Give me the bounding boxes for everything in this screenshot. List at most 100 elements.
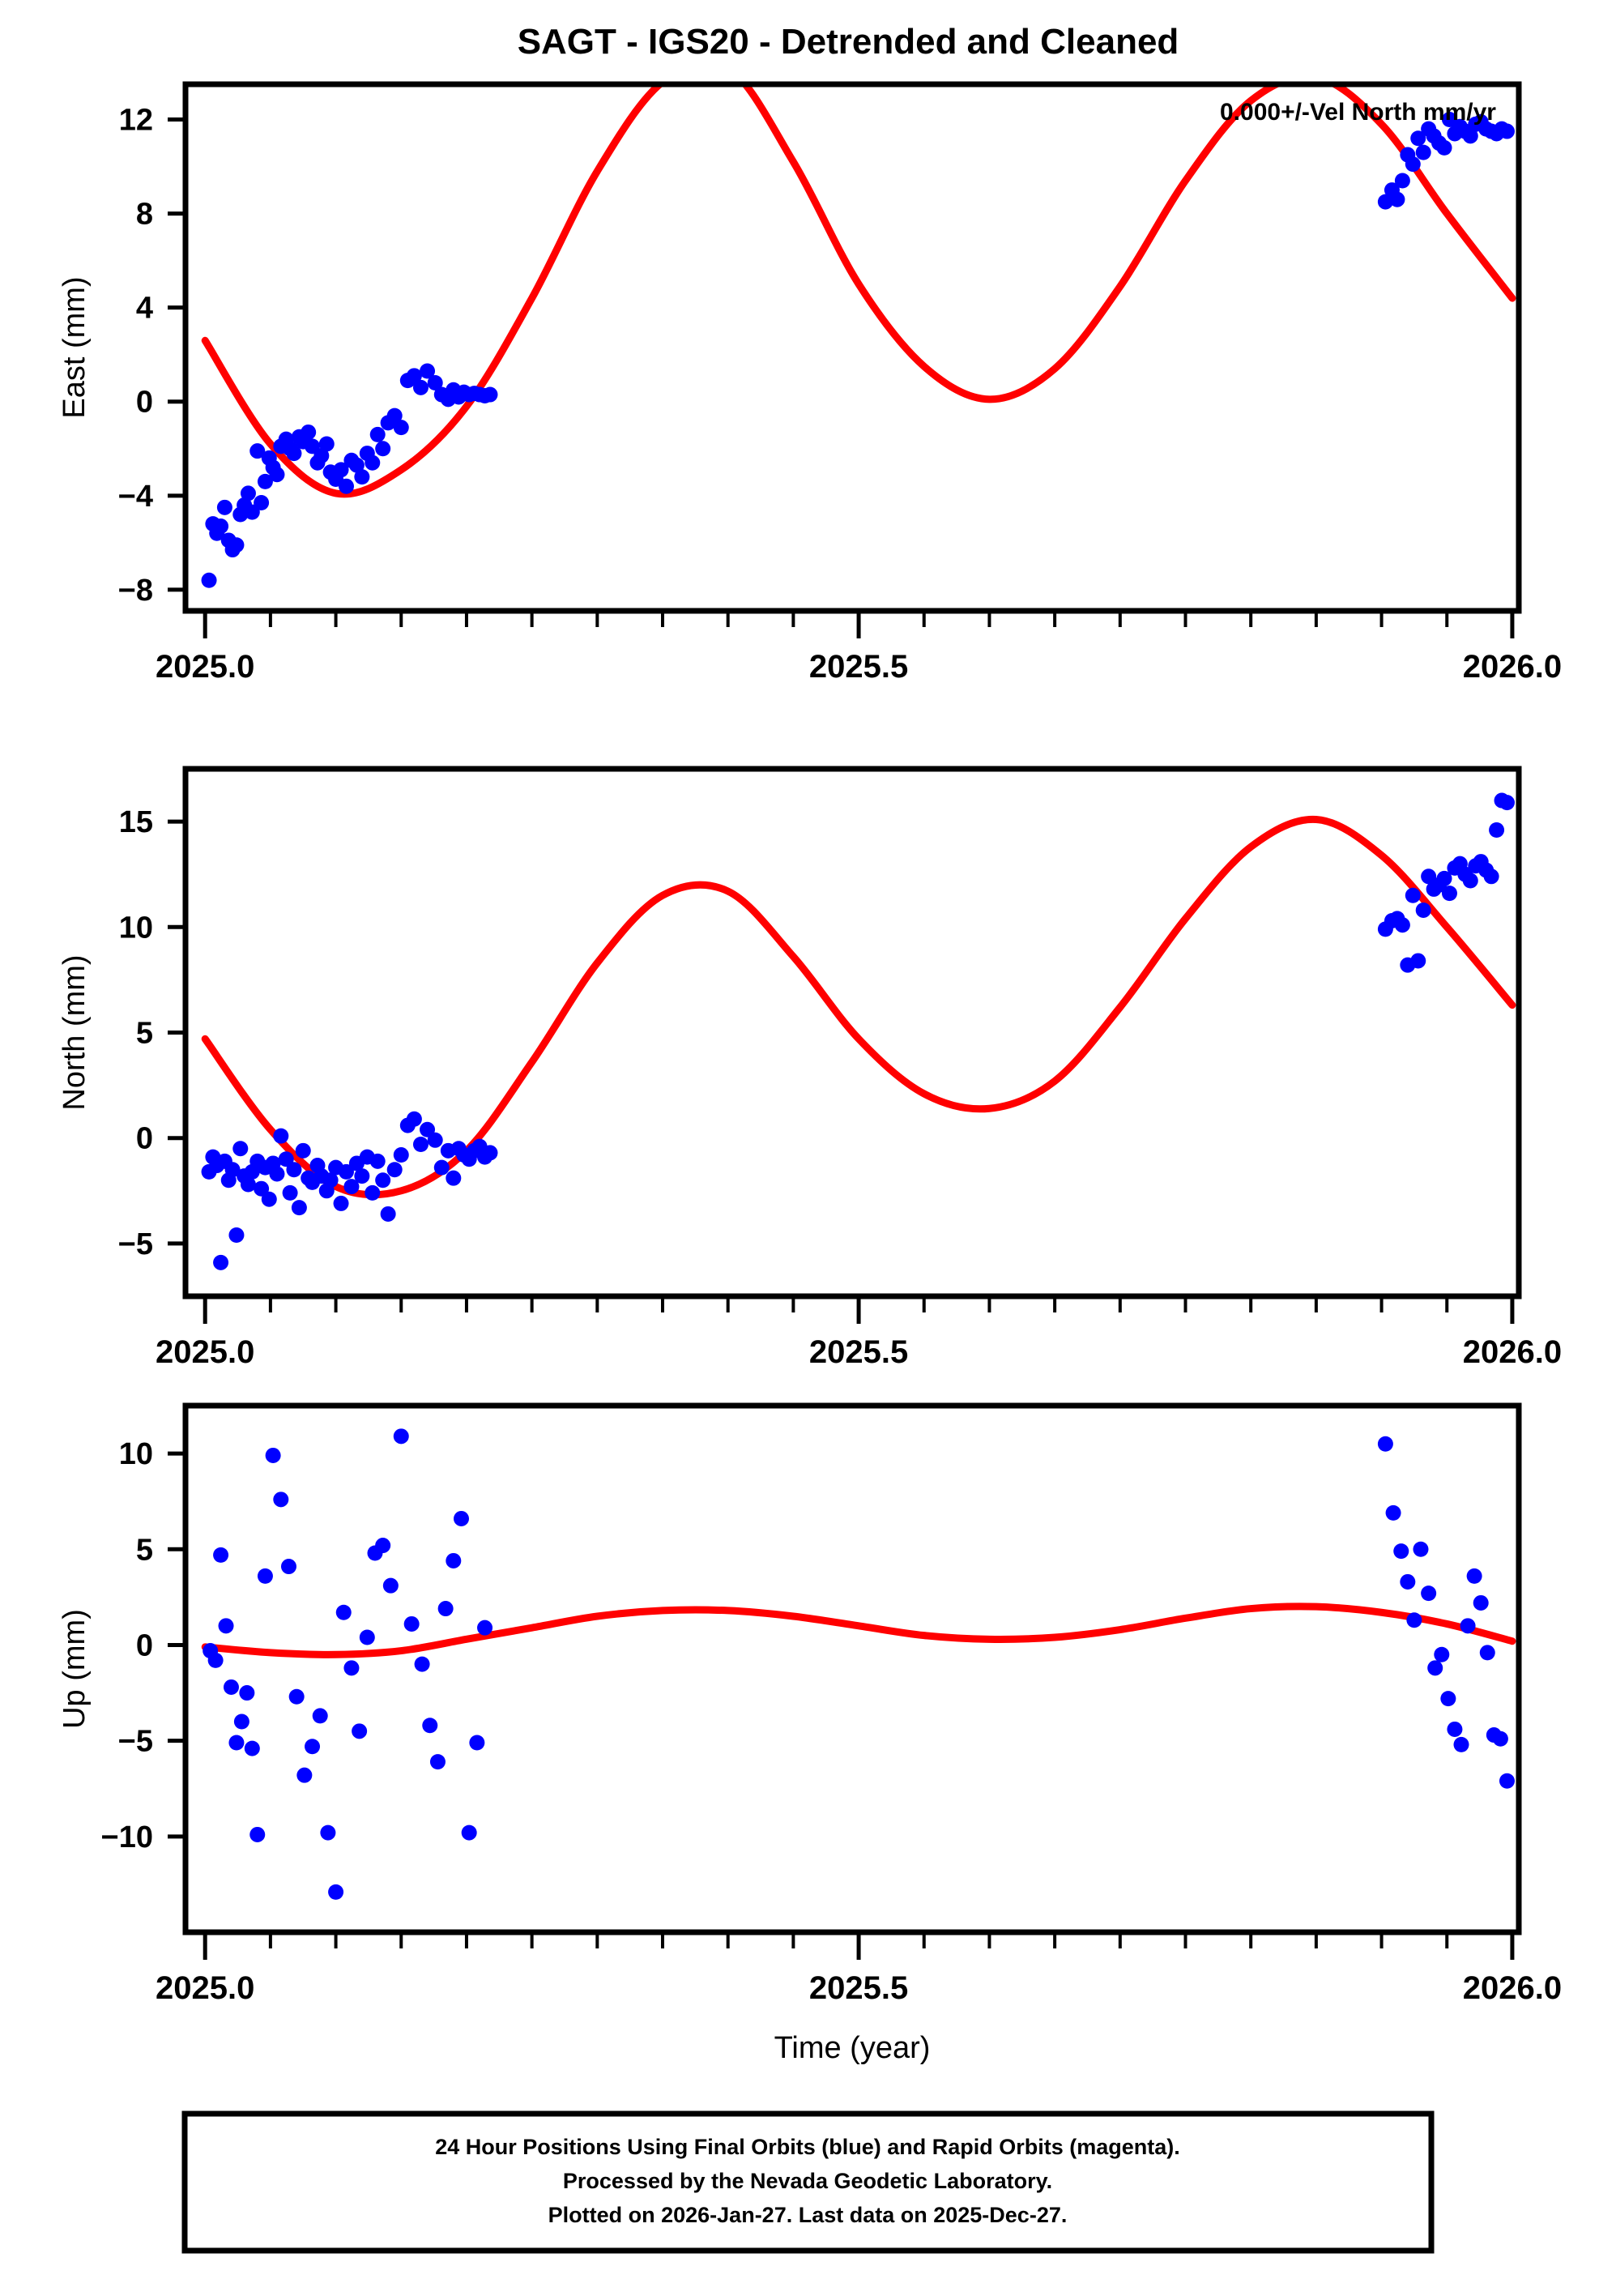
caption-line-dates: Plotted on 2026-Jan-27. Last data on 202…	[548, 2203, 1068, 2227]
data-point	[393, 420, 409, 436]
data-point	[352, 1723, 368, 1739]
data-point	[422, 1718, 438, 1734]
y-axis-label-up: Up (mm)	[58, 1609, 92, 1729]
data-point	[296, 1767, 313, 1783]
data-point	[375, 441, 391, 457]
data-point	[322, 1172, 339, 1189]
x-tick-label: 2026.0	[1463, 649, 1562, 685]
data-point	[232, 1141, 249, 1157]
data-point	[1441, 886, 1457, 902]
y-tick-label: −10	[101, 1820, 153, 1854]
data-point	[213, 519, 229, 535]
data-point	[343, 1660, 360, 1676]
data-point	[1466, 1568, 1482, 1584]
y-tick-label: −8	[118, 574, 153, 608]
data-point	[1389, 191, 1405, 207]
data-point	[477, 1620, 493, 1636]
data-point	[1453, 1736, 1469, 1752]
data-point	[201, 572, 217, 588]
data-point	[1473, 1594, 1489, 1611]
data-point	[414, 1656, 430, 1672]
data-point	[386, 1162, 403, 1178]
data-point	[265, 1447, 281, 1463]
y-axis-label-east: East (mm)	[58, 276, 92, 418]
data-point	[280, 1559, 296, 1575]
data-point	[338, 478, 354, 494]
x-tick-label: 2026.0	[1463, 1334, 1562, 1370]
y-tick-label: 10	[119, 1437, 153, 1471]
caption-block: 24 Hour Positions Using Final Orbits (bl…	[181, 2110, 1435, 2254]
data-point	[1427, 1660, 1443, 1676]
data-point	[269, 467, 285, 483]
data-point	[375, 1538, 391, 1554]
data-point	[369, 1153, 386, 1169]
y-axis-label-north: North (mm)	[58, 954, 92, 1110]
data-point	[446, 1552, 462, 1568]
data-point	[1405, 887, 1421, 903]
fit-curve-north	[201, 815, 1516, 1199]
panel-north: −5 0 5 10 15 2025.0 2025.5 2026.0 North (mm)	[58, 766, 1562, 1370]
data-point	[269, 1166, 285, 1182]
data-point	[305, 1739, 321, 1755]
data-point	[393, 1147, 409, 1163]
data-point	[386, 408, 403, 424]
data-point	[335, 1604, 352, 1620]
data-point	[257, 473, 273, 489]
data-point	[218, 1618, 234, 1634]
data-point	[254, 1180, 270, 1197]
caption-line-processor: Processed by the Nevada Geodetic Laborat…	[563, 2169, 1052, 2193]
y-tick-label: 12	[119, 104, 153, 138]
data-point	[301, 424, 317, 440]
x-tick-label: 2025.0	[156, 1334, 254, 1370]
data-point	[1434, 1646, 1450, 1662]
data-point	[427, 1132, 443, 1148]
data-point	[1479, 1645, 1495, 1661]
data-point	[359, 1629, 375, 1645]
data-point	[412, 379, 429, 395]
y-tick-label: 10	[119, 911, 153, 945]
data-point	[257, 1568, 273, 1584]
y-tick-label: 4	[136, 292, 153, 326]
panel-up: −10 −5 0 5 10 2025.0 2025.5 2026.0 Up (mm) Time (…	[58, 1402, 1562, 2065]
data-point	[328, 1884, 344, 1900]
data-point	[333, 1195, 349, 1211]
data-point	[1394, 917, 1410, 933]
x-tick-label: 2025.5	[809, 1970, 908, 2006]
data-point	[295, 1142, 311, 1159]
data-point	[482, 386, 498, 403]
data-point	[429, 1754, 446, 1770]
y-tick-label: 0	[136, 1122, 153, 1156]
data-point	[240, 485, 256, 501]
data-point	[437, 1601, 454, 1617]
data-point	[343, 1179, 360, 1195]
data-point	[1499, 1773, 1515, 1789]
panel-east: 0.000+/-Vel North mm/yr −8 −4 0 4 8 12 2025.0 20…	[58, 81, 1562, 685]
y-tick-label: −4	[118, 480, 153, 514]
data-point	[239, 1685, 255, 1701]
data-point	[1415, 902, 1431, 918]
data-point	[1483, 868, 1499, 885]
data-point	[406, 368, 422, 384]
data-point	[393, 1428, 409, 1445]
data-point	[233, 1713, 249, 1730]
data-point	[223, 1679, 239, 1695]
data-point	[403, 1615, 420, 1632]
x-tick-label: 2025.5	[809, 1334, 908, 1370]
x-tick-label: 2026.0	[1463, 1970, 1562, 2006]
data-point	[427, 375, 443, 391]
data-point	[1415, 144, 1431, 160]
data-point	[1421, 868, 1437, 885]
data-point	[469, 1735, 485, 1751]
data-point	[228, 537, 245, 553]
data-layer-north	[201, 792, 1516, 1270]
data-layer-up	[201, 1428, 1516, 1900]
data-point	[1410, 953, 1426, 969]
y-tick-label: 5	[136, 1017, 153, 1051]
y-tick-label: 5	[136, 1533, 153, 1567]
data-point	[240, 1176, 256, 1193]
data-point	[1436, 870, 1452, 886]
x-tick-label: 2025.5	[809, 649, 908, 685]
data-point	[1462, 128, 1478, 144]
x-tick-label: 2025.0	[156, 649, 254, 685]
data-point	[354, 1168, 370, 1184]
